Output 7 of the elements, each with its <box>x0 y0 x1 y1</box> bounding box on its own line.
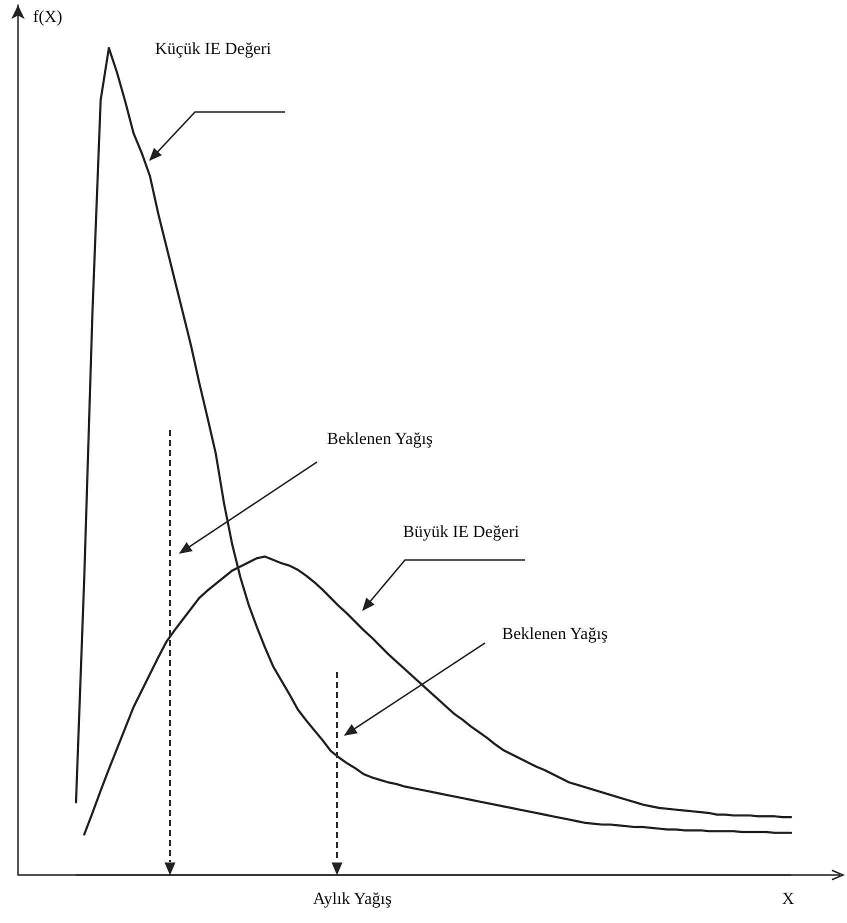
x-axis-title: X <box>782 889 794 908</box>
annotation: Beklenen Yağış <box>502 624 608 643</box>
annotation: Büyük IE Değeri <box>403 522 520 541</box>
annotation: Küçük IE Değeri <box>155 39 272 58</box>
annotation: Beklenen Yağış <box>327 429 433 448</box>
text: Aylık Yağış <box>313 889 392 908</box>
y-axis-title: f(X) <box>33 7 62 26</box>
